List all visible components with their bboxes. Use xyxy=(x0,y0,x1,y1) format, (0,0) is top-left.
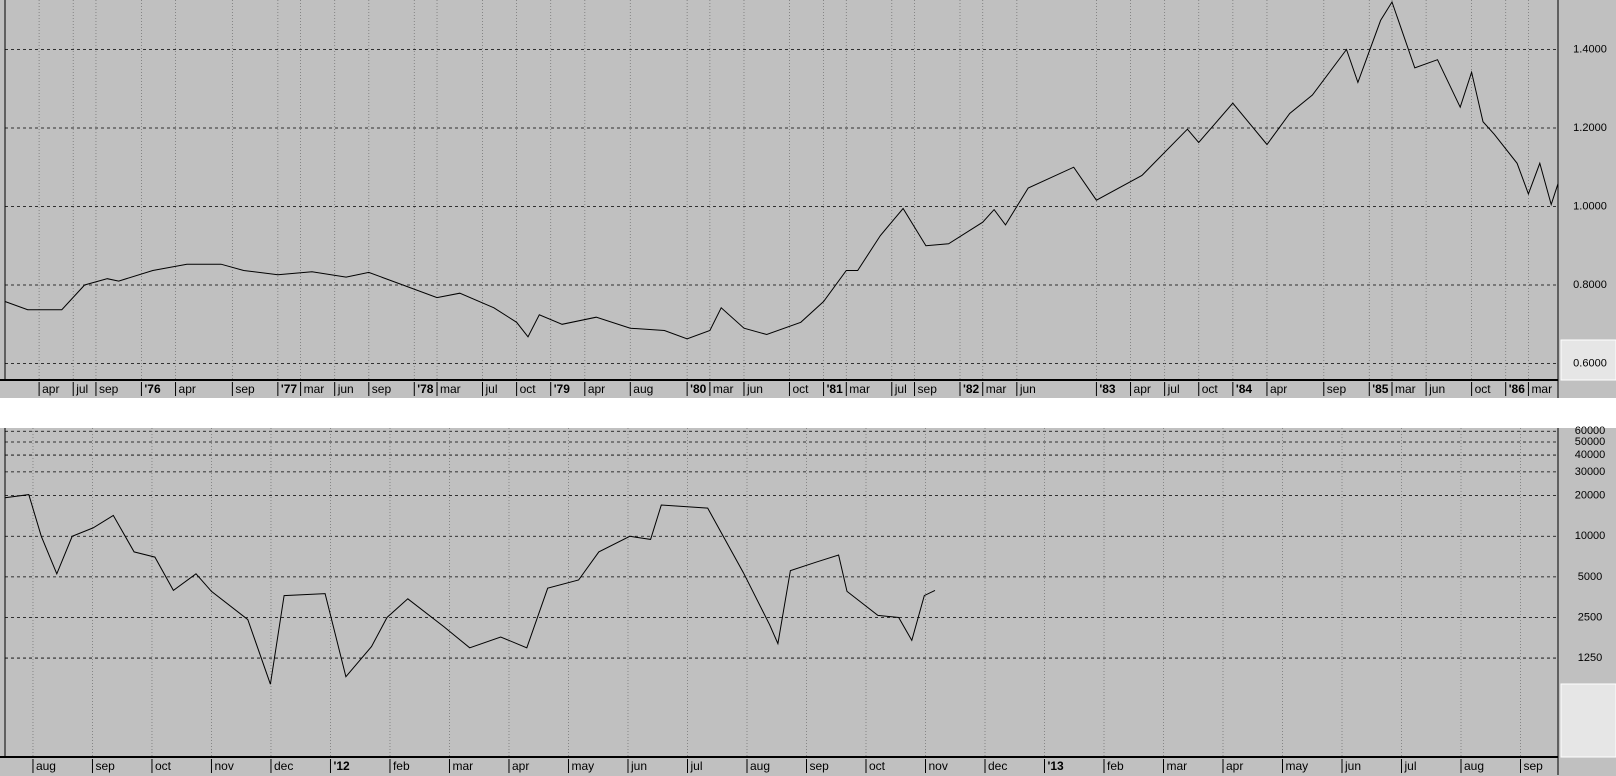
x-tick-label: oct xyxy=(792,382,809,396)
x-tick-label: jun xyxy=(1344,759,1361,773)
x-tick-label: aug xyxy=(36,759,56,773)
x-tick-label: sep xyxy=(372,382,392,396)
panel-background xyxy=(0,0,1616,398)
scale-box xyxy=(1560,339,1616,381)
x-tick-label: '13 xyxy=(1047,759,1064,773)
x-tick-label: oct xyxy=(1475,382,1492,396)
x-tick-label: '79 xyxy=(554,382,571,396)
x-tick-label: apr xyxy=(512,759,529,773)
x-tick-label: sep xyxy=(809,759,829,773)
x-tick-label: apr xyxy=(1226,759,1243,773)
y-tick-label: 30000 xyxy=(1575,466,1606,478)
x-tick-label: jul xyxy=(894,382,907,396)
x-tick-label: oct xyxy=(1202,382,1219,396)
x-tick-label: mar xyxy=(440,382,461,396)
x-tick-label: '84 xyxy=(1236,382,1253,396)
x-tick-label: '77 xyxy=(281,382,298,396)
x-tick-label: may xyxy=(571,759,594,773)
x-tick-label: '80 xyxy=(690,382,707,396)
x-tick-label: '85 xyxy=(1372,382,1389,396)
x-tick-label: jun xyxy=(1019,382,1036,396)
x-tick-label: jun xyxy=(337,382,354,396)
data-line xyxy=(4,0,1559,340)
x-tick-label: oct xyxy=(520,382,537,396)
x-tick-label: feb xyxy=(393,759,410,773)
x-tick-label: feb xyxy=(1107,759,1124,773)
y-tick-label: 1.4000 xyxy=(1573,43,1607,55)
x-tick-label: sep xyxy=(235,382,255,396)
x-tick-label: apr xyxy=(588,382,605,396)
x-tick-label: jun xyxy=(1428,382,1445,396)
x-tick-label: jun xyxy=(746,382,763,396)
x-tick-label: mar xyxy=(713,382,734,396)
x-tick-label: mar xyxy=(986,382,1007,396)
x-tick-label: oct xyxy=(869,759,886,773)
x-tick-label: mar xyxy=(452,759,473,773)
x-tick-label: jul xyxy=(1404,759,1417,773)
x-tick-label: may xyxy=(1286,759,1309,773)
y-tick-label: 5000 xyxy=(1578,571,1602,583)
x-tick-label: oct xyxy=(155,759,172,773)
x-tick-label: '81 xyxy=(827,382,844,396)
y-tick-label: 1.0000 xyxy=(1573,200,1607,212)
x-tick-label: mar xyxy=(304,382,325,396)
x-tick-label: '12 xyxy=(333,759,350,773)
x-tick-label: sep xyxy=(99,382,119,396)
y-tick-label: 10000 xyxy=(1575,530,1606,542)
data-line xyxy=(4,494,936,685)
x-tick-label: aug xyxy=(750,759,770,773)
x-tick-label: '82 xyxy=(963,382,980,396)
x-tick-label: apr xyxy=(179,382,196,396)
y-tick-label: 0.8000 xyxy=(1573,279,1607,291)
x-tick-label: aug xyxy=(1464,759,1484,773)
x-tick-label: sep xyxy=(1524,759,1544,773)
x-tick-label: sep xyxy=(918,382,938,396)
x-tick-label: sep xyxy=(1327,382,1347,396)
x-tick-label: apr xyxy=(1134,382,1151,396)
scale-box xyxy=(1560,683,1616,758)
x-tick-label: mar xyxy=(1531,382,1552,396)
y-tick-label: 0.6000 xyxy=(1573,357,1607,369)
x-tick-label: jul xyxy=(75,382,88,396)
x-tick-label: '76 xyxy=(144,382,161,396)
y-tick-label: 50000 xyxy=(1575,436,1606,448)
y-tick-label: 1250 xyxy=(1578,652,1602,664)
x-tick-label: jul xyxy=(484,382,497,396)
x-tick-label: apr xyxy=(1270,382,1287,396)
x-tick-label: mar xyxy=(849,382,870,396)
x-tick-label: mar xyxy=(1167,759,1188,773)
y-tick-label: 40000 xyxy=(1575,449,1606,461)
x-tick-label: dec xyxy=(274,759,293,773)
x-tick-label: '78 xyxy=(417,382,434,396)
x-tick-label: nov xyxy=(214,759,233,773)
x-tick-label: '86 xyxy=(1509,382,1526,396)
x-tick-label: nov xyxy=(928,759,947,773)
x-tick-label: '83 xyxy=(1099,382,1116,396)
y-tick-label: 1.2000 xyxy=(1573,122,1607,134)
panel-background xyxy=(0,428,1616,776)
x-tick-label: aug xyxy=(633,382,653,396)
y-tick-label: 20000 xyxy=(1575,490,1606,502)
x-tick-label: jun xyxy=(630,759,647,773)
x-tick-label: dec xyxy=(988,759,1007,773)
x-tick-label: sep xyxy=(95,759,115,773)
x-tick-label: jul xyxy=(1167,382,1180,396)
x-tick-label: apr xyxy=(42,382,59,396)
x-tick-label: mar xyxy=(1395,382,1416,396)
y-tick-label: 60000 xyxy=(1575,425,1606,437)
y-tick-label: 2500 xyxy=(1578,611,1602,623)
x-tick-label: jul xyxy=(689,759,702,773)
